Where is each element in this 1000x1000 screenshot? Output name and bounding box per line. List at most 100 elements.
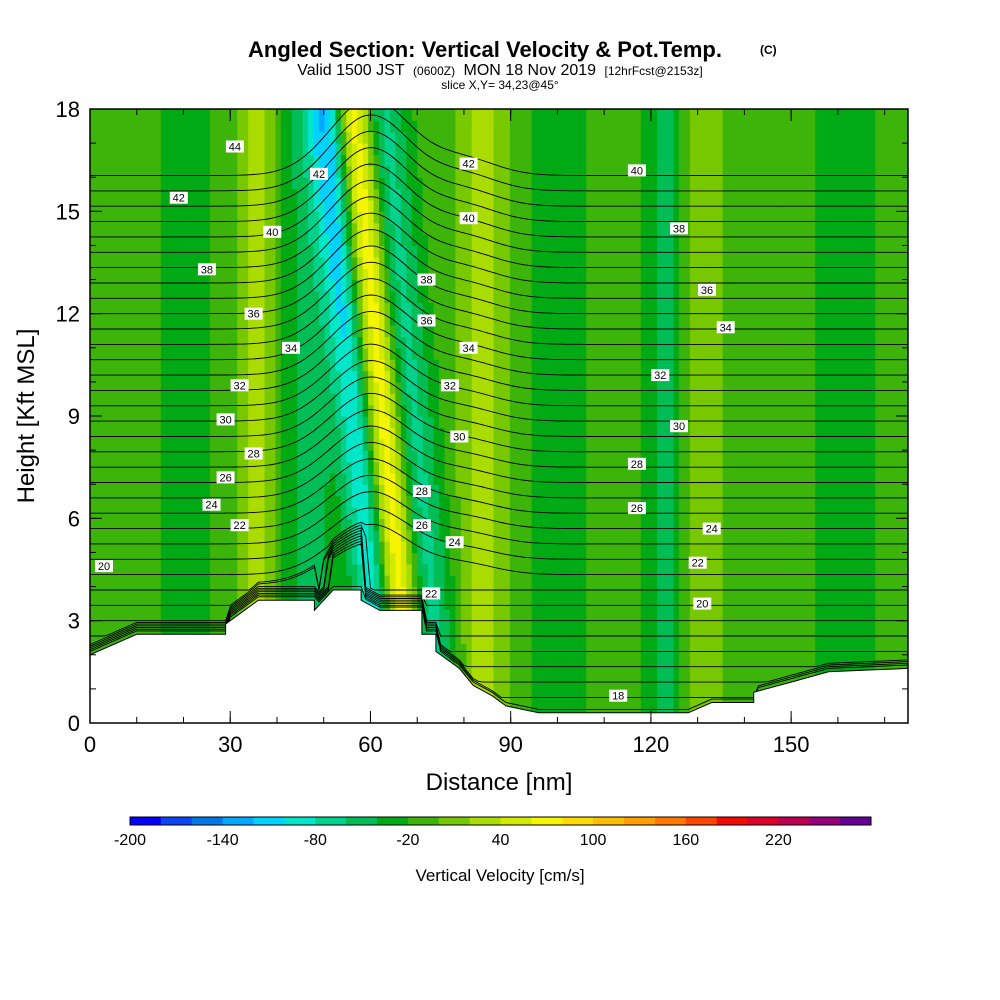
field-cell — [755, 632, 762, 645]
field-cell — [488, 666, 495, 679]
field-cell — [864, 359, 871, 372]
field-cell — [313, 506, 320, 519]
field-cell — [149, 404, 157, 417]
field-cell — [717, 438, 724, 451]
field-cell — [166, 484, 173, 497]
field-cell — [728, 586, 735, 599]
field-cell — [308, 359, 315, 372]
field-cell — [144, 347, 151, 360]
field-cell — [160, 404, 167, 417]
field-cell — [809, 552, 816, 565]
field-cell — [379, 586, 386, 599]
field-cell — [220, 529, 227, 542]
field-cell — [242, 359, 249, 372]
field-cell — [558, 438, 566, 451]
field-cell — [678, 450, 686, 463]
field-cell — [149, 586, 157, 599]
field-cell — [842, 370, 849, 383]
field-cell — [629, 529, 636, 542]
field-cell — [128, 359, 135, 372]
field-cell — [471, 438, 478, 451]
field-cell — [411, 450, 418, 463]
field-cell — [651, 529, 658, 542]
field-cell — [875, 495, 882, 508]
field-cell — [324, 518, 331, 531]
field-cell — [351, 427, 358, 440]
field-cell — [460, 518, 467, 531]
field-cell — [95, 597, 102, 610]
field-cell — [253, 461, 260, 474]
field-cell — [177, 359, 184, 372]
field-cell — [744, 518, 751, 531]
field-cell — [613, 620, 620, 633]
field-cell — [575, 541, 582, 554]
field-cell — [749, 472, 756, 485]
field-cell — [515, 359, 522, 372]
field-cell — [433, 427, 440, 440]
field-cell — [122, 416, 129, 428]
field-cell — [580, 472, 587, 485]
field-cell — [209, 472, 217, 485]
field-cell — [706, 381, 713, 394]
field-cell — [820, 529, 827, 542]
field-cell — [886, 643, 893, 656]
field-cell — [144, 438, 151, 451]
field-cell — [193, 370, 200, 383]
field-cell — [291, 552, 298, 565]
field-cell — [793, 541, 800, 554]
field-cell — [520, 666, 527, 679]
field-cell — [657, 688, 664, 701]
field-cell — [106, 575, 113, 588]
field-cell — [139, 541, 146, 554]
field-cell — [308, 370, 315, 383]
field-cell — [548, 609, 555, 622]
field-cell — [106, 438, 113, 451]
field-cell — [433, 450, 440, 463]
field-cell — [864, 632, 871, 645]
field-cell — [526, 472, 533, 485]
field-cell — [755, 393, 762, 406]
field-cell — [100, 438, 107, 451]
field-cell — [760, 450, 767, 463]
field-cell — [815, 597, 822, 610]
field-cell — [144, 586, 151, 599]
field-cell — [117, 541, 124, 554]
field-cell — [171, 518, 178, 531]
field-cell — [275, 461, 282, 474]
field-cell — [629, 700, 636, 713]
field-cell — [728, 541, 735, 554]
field-cell — [728, 575, 735, 588]
field-cell — [520, 609, 527, 622]
field-cell — [738, 472, 745, 485]
field-cell — [640, 688, 647, 701]
field-cell — [509, 620, 516, 633]
field-cell — [738, 620, 745, 633]
field-cell — [373, 438, 380, 451]
field-cell — [199, 597, 206, 610]
field-cell — [564, 427, 571, 440]
field-cell — [864, 529, 871, 542]
field-cell — [722, 632, 729, 645]
field-cell — [902, 620, 908, 633]
field-cell — [558, 347, 566, 360]
field-cell — [826, 359, 833, 372]
field-cell — [417, 563, 424, 576]
field-cell — [209, 586, 217, 599]
field-cell — [286, 472, 293, 485]
field-cell — [651, 688, 658, 701]
field-cell — [182, 620, 189, 633]
field-cell — [90, 347, 97, 360]
field-cell — [531, 575, 538, 588]
field-cell — [880, 518, 887, 531]
field-cell — [886, 552, 893, 565]
field-cell — [777, 393, 784, 406]
field-cell — [837, 632, 844, 645]
field-cell — [558, 529, 566, 542]
field-cell — [384, 370, 391, 383]
field-cell — [673, 495, 680, 508]
field-cell — [771, 654, 778, 667]
field-cell — [90, 404, 97, 417]
field-cell — [831, 404, 838, 417]
field-cell — [340, 393, 347, 406]
field-cell — [553, 666, 560, 679]
